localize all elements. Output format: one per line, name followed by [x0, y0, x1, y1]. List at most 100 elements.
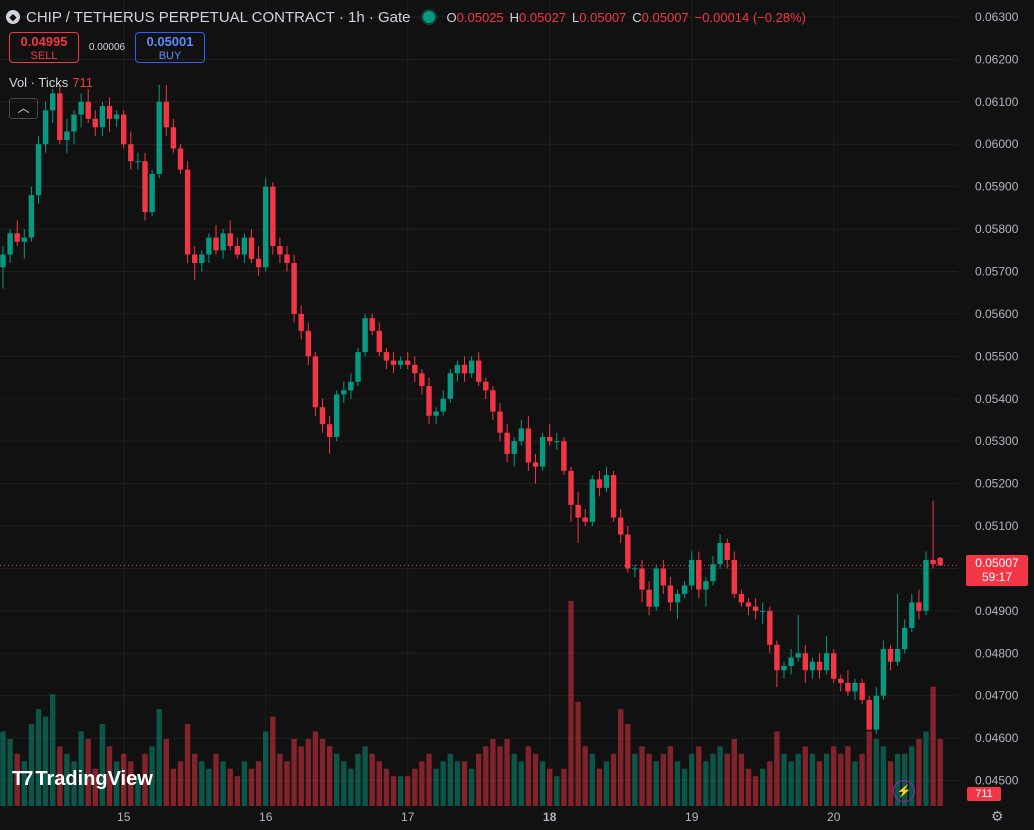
candle-body	[632, 568, 638, 570]
market-status-icon[interactable]	[422, 11, 435, 23]
candle-body	[7, 233, 13, 255]
candle-body	[121, 114, 127, 145]
candle-body	[263, 186, 269, 268]
volume-bar	[341, 761, 347, 806]
volume-bar	[270, 716, 276, 806]
volume-bar	[57, 746, 63, 806]
volume-bar	[639, 746, 645, 806]
candle-body	[639, 568, 645, 590]
tradingview-logo[interactable]: T7 TradingView	[12, 768, 153, 790]
volume-bar	[816, 761, 823, 806]
volume-bar	[625, 724, 631, 806]
candle-body	[64, 131, 70, 140]
symbol-title[interactable]: CHIP / TETHERUS PERPETUAL CONTRACT · 1h …	[26, 8, 411, 26]
candle-body	[809, 661, 816, 671]
candle-body	[426, 386, 432, 416]
chevron-up-icon[interactable]: ︿	[9, 98, 38, 119]
candle-body	[610, 475, 617, 518]
volume-bar	[113, 761, 120, 806]
lightning-icon[interactable]: ⚡	[893, 780, 915, 802]
volume-bar	[135, 776, 141, 806]
volume-bar	[653, 761, 659, 806]
candle-body	[35, 144, 42, 196]
volume-bar	[681, 768, 688, 806]
volume-bar	[745, 768, 752, 806]
volume-bar	[454, 761, 461, 806]
candle-body	[369, 318, 375, 331]
buy-button[interactable]: 0.05001 BUY	[135, 32, 205, 63]
candle-body	[781, 666, 787, 671]
volume-bar	[518, 761, 524, 806]
candle-body	[227, 233, 233, 247]
candle-body	[745, 602, 752, 607]
candle-body	[255, 258, 262, 268]
candle-body	[305, 330, 311, 357]
volume-bar	[568, 601, 574, 806]
volume-bar	[405, 776, 411, 806]
volume-bar	[547, 768, 553, 806]
candle-body	[788, 657, 794, 667]
candle-body	[667, 585, 674, 603]
candle-body	[92, 118, 98, 128]
volume-bar	[767, 761, 773, 806]
candle-body	[625, 534, 631, 569]
candle-body	[106, 106, 113, 119]
candle-body	[461, 364, 468, 374]
sell-button[interactable]: 0.04995 SELL	[9, 32, 79, 63]
candle-body	[618, 517, 624, 535]
volume-bar	[667, 746, 674, 806]
candle-body	[802, 653, 808, 671]
volume-bar	[909, 746, 915, 806]
candle-body	[277, 246, 283, 255]
candle-body	[57, 93, 63, 140]
candle-body	[184, 169, 191, 255]
volume-bar	[511, 753, 517, 806]
candle-body	[490, 390, 496, 412]
candle-body	[341, 390, 347, 395]
candle-body	[838, 678, 844, 683]
price-tick-label: 0.06300	[975, 10, 1019, 24]
volume-tag: 711	[967, 787, 1001, 801]
gear-icon[interactable]: ⚙	[991, 808, 1004, 824]
price-tick-label: 0.05900	[975, 180, 1019, 194]
volume-bar	[206, 768, 212, 806]
volume-bar	[461, 761, 468, 806]
candle-body	[674, 593, 681, 603]
price-tick-label: 0.04700	[975, 689, 1019, 703]
candle-body	[866, 699, 872, 730]
volume-bar	[255, 761, 262, 806]
candle-body	[50, 93, 56, 111]
candle-body	[511, 441, 517, 454]
candle-body	[156, 101, 162, 174]
volume-bar	[35, 709, 42, 806]
candle-body	[880, 649, 887, 696]
candle-body	[192, 254, 198, 264]
price-tick-label: 0.04500	[975, 774, 1019, 788]
volume-bar	[483, 746, 489, 806]
volume-bar	[184, 724, 191, 806]
volume-bar	[447, 753, 453, 806]
candle-body	[731, 559, 737, 594]
candle-body	[291, 263, 297, 314]
volume-bar	[561, 768, 567, 806]
volume-bar	[376, 761, 382, 806]
candle-body	[504, 432, 510, 454]
price-tick-label: 0.06000	[975, 137, 1019, 151]
volume-bar	[582, 746, 588, 806]
candle-body	[298, 313, 304, 331]
candle-body	[234, 246, 240, 255]
volume-bar	[383, 768, 390, 806]
candle-body	[930, 559, 936, 565]
volume-bar	[334, 753, 340, 806]
volume-bar	[433, 768, 439, 806]
volume-bar	[362, 746, 368, 806]
volume-bar	[92, 768, 98, 806]
volume-bar	[788, 761, 794, 806]
volume-bar	[50, 694, 56, 806]
volume-bar	[618, 709, 624, 806]
volume-legend[interactable]: Vol · Ticks 711	[9, 75, 93, 90]
volume-bar	[809, 753, 816, 806]
candle-body	[355, 352, 361, 382]
candle-body	[767, 610, 773, 645]
